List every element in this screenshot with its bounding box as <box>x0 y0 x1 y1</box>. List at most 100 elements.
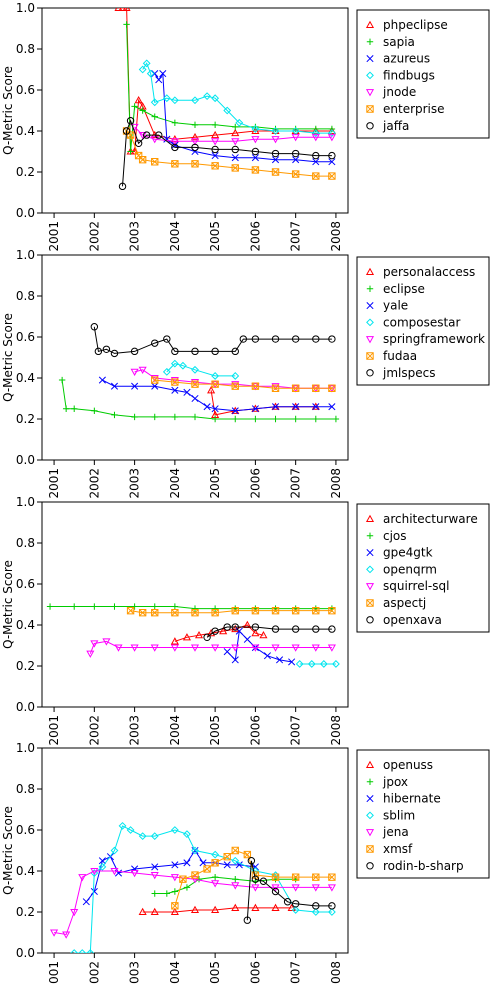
data-point-squirrel-sql <box>86 650 95 658</box>
data-point-eclipse <box>71 405 78 412</box>
data-point-sblim <box>118 821 127 830</box>
x-tick-label: 2001 <box>47 221 61 252</box>
data-point-squirrel-sql <box>190 644 200 652</box>
legend-marker-gpe4gtk <box>366 549 374 557</box>
data-point-squirrel-sql <box>327 644 336 652</box>
legend-marker-squirrel-sql <box>365 583 375 591</box>
y-axis-title: Q-Metric Score <box>1 66 15 155</box>
data-point-architecturware <box>251 628 260 637</box>
data-point-sblim <box>191 846 199 855</box>
data-point-sblim <box>231 856 240 865</box>
data-point-jaffa <box>118 182 127 191</box>
data-point-aspectj <box>271 606 280 615</box>
data-point-jnode <box>138 132 147 140</box>
data-point-hibernate <box>90 887 98 896</box>
legend-label-yale: yale <box>383 299 408 313</box>
data-point-jmlspecs <box>163 335 171 343</box>
x-tick-label: 2004 <box>168 961 182 985</box>
data-point-enterprise <box>271 168 280 176</box>
data-point-yale <box>203 403 211 411</box>
x-tick-label: 2002 <box>87 221 101 252</box>
data-point-sblim <box>327 908 336 916</box>
y-tick-label: 0.8 <box>16 42 35 56</box>
series-line-personalaccess <box>210 390 316 416</box>
data-point-jena <box>90 867 99 876</box>
legend-label-jpox: jpox <box>382 775 408 789</box>
data-point-openqrm <box>307 660 316 668</box>
data-point-openqrm <box>332 660 340 668</box>
data-point-jaffa <box>191 143 199 152</box>
data-point-sblim <box>170 826 179 834</box>
data-point-jmlspecs <box>211 347 219 356</box>
data-point-jmlspecs <box>239 335 248 343</box>
data-point-phpeclipse <box>134 96 143 104</box>
data-point-jaffa <box>291 149 300 158</box>
data-point-eclipse <box>131 413 138 421</box>
series-line-eclipse <box>61 380 336 420</box>
data-point-phpeclipse <box>211 130 220 139</box>
data-point-eclipse <box>171 413 179 421</box>
series-line-squirrel-sql <box>89 640 332 654</box>
data-point-eclipse <box>191 413 199 421</box>
x-tick-label: 2004 <box>168 715 182 746</box>
data-point-cjos <box>131 603 138 610</box>
legend-box <box>356 9 490 139</box>
plot-frame <box>41 7 349 214</box>
legend-label-openxava: openxava <box>383 613 442 627</box>
data-point-gpe4gtk <box>288 658 296 666</box>
data-point-aspectj <box>211 609 219 617</box>
data-point-rodin-b-sharp <box>291 900 300 908</box>
x-tick-label: 2003 <box>128 715 142 746</box>
data-point-squirrel-sql <box>102 638 111 646</box>
data-point-yale <box>251 405 259 413</box>
y-tick-label: 0.8 <box>16 782 35 796</box>
y-axis-title: Q-Metric Score <box>1 313 15 402</box>
data-point-xmsf <box>211 859 219 867</box>
x-tick-label: 2006 <box>248 715 262 746</box>
data-point-jena <box>110 867 119 876</box>
series-layer <box>114 8 336 191</box>
data-point-azureus <box>151 70 159 78</box>
data-point-squirrel-sql <box>90 640 99 648</box>
data-point-squirrel-sql <box>130 644 139 652</box>
data-point-hibernate <box>82 898 90 906</box>
y-tick-label: 0.0 <box>16 946 35 960</box>
chart-panel-2: 0.0 0.2 0.4 0.6 0.8 1.0 2001 2002 2003 2004 2005 20… <box>1 248 490 499</box>
data-point-composestar <box>162 367 171 376</box>
data-point-fudaa <box>251 382 260 390</box>
x-tick-label: 2005 <box>208 961 222 985</box>
data-point-cjos <box>211 605 219 612</box>
data-point-xmsf <box>203 865 211 873</box>
data-point-azureus <box>328 158 336 166</box>
data-point-architecturware <box>170 637 179 645</box>
y-tick-label: 1.0 <box>16 248 35 262</box>
data-point-eclipse <box>91 407 98 414</box>
data-point-azureus <box>292 156 300 164</box>
data-point-yale <box>183 388 191 396</box>
data-point-enterprise <box>211 162 219 170</box>
legend-label-jnode: jnode <box>382 85 416 99</box>
series-line-azureus <box>154 72 332 163</box>
data-point-xmsf <box>291 873 300 881</box>
data-point-gpe4gtk <box>235 627 243 635</box>
data-point-rodin-b-sharp <box>312 902 320 910</box>
data-point-fudaa <box>328 384 336 392</box>
data-point-jmlspecs <box>151 339 159 347</box>
data-point-hibernate <box>151 863 159 871</box>
legend-label-azureus: azureus <box>383 52 430 66</box>
data-point-aspectj <box>291 606 300 615</box>
legend-label-phpeclipse: phpeclipse <box>383 18 448 32</box>
data-point-hibernate <box>199 859 207 867</box>
data-point-jmlspecs <box>102 345 111 353</box>
series-line-openxava <box>206 626 332 638</box>
legend-label-architecturware: architecturware <box>383 512 478 526</box>
data-point-findbugs <box>162 94 171 103</box>
data-point-azureus <box>271 156 280 164</box>
legend-marker-enterprise <box>366 105 374 113</box>
data-point-jpox <box>232 876 239 883</box>
legend-label-personalaccess: personalaccess <box>383 265 475 279</box>
legend-label-findbugs: findbugs <box>383 68 435 82</box>
x-tick-label: 2005 <box>208 468 222 499</box>
